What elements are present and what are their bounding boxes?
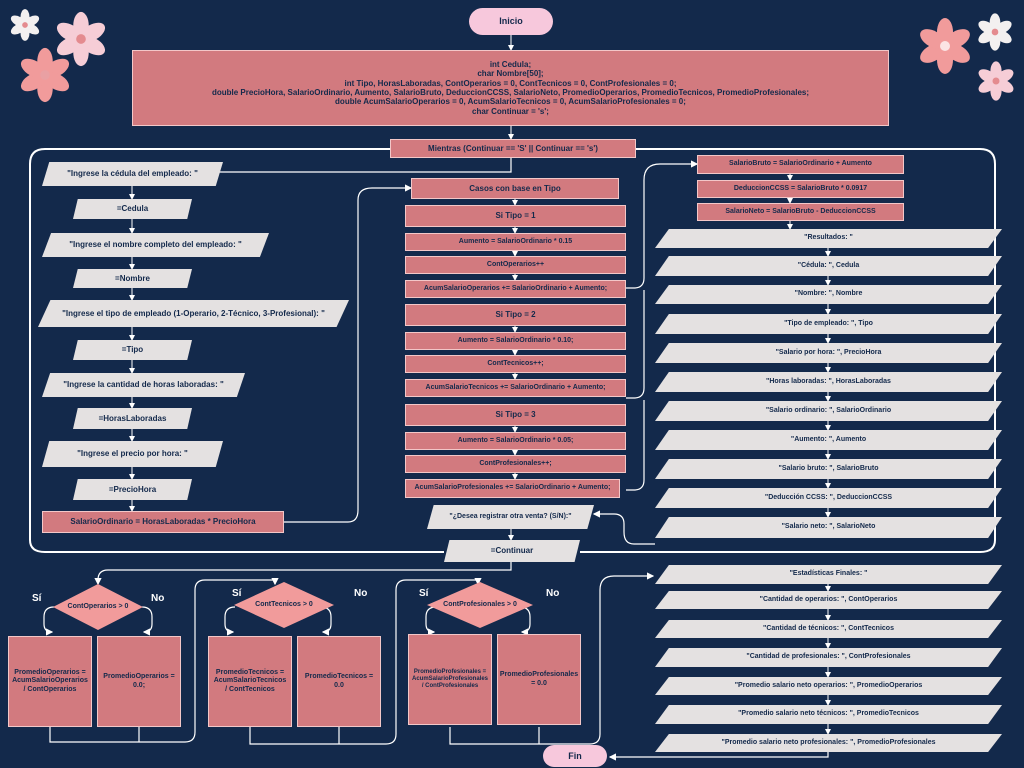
decision-3-no-label: No: [546, 588, 560, 599]
declarations-block: int Cedula; char Nombre[50]; int Tipo, H…: [132, 50, 889, 126]
flower-icon: [10, 9, 40, 41]
salario-neto-process: SalarioNeto = SalarioBruto - DeduccionCC…: [697, 203, 904, 221]
output-tipo: "Tipo de empleado: ", Tipo: [655, 314, 1002, 334]
output-salario-neto: "Salario neto: ", SalarioNeto: [655, 517, 1002, 538]
input-read-precio: =PrecioHora: [73, 479, 192, 500]
input-read-horas: =HorasLaboradas: [73, 408, 192, 429]
case-1-aumento: Aumento = SalarioOrdinario * 0.15: [405, 233, 626, 251]
output-deduccion-ccss: "Deducción CCSS: ", DeduccionCCSS: [655, 488, 1002, 508]
decision-3-no-process: PromedioProfesionales = 0.0: [497, 634, 581, 725]
output-cedula: "Cédula: ", Cedula: [655, 256, 1002, 276]
decision-1-no-process: PromedioOperarios = 0.0;: [97, 636, 181, 727]
output-cantidad-profesionales: "Cantidad de profesionales: ", ContProfe…: [655, 648, 1002, 667]
case-3-contador: ContProfesionales++;: [405, 455, 626, 473]
end-terminal: Fin: [543, 745, 607, 767]
input-prompt-horas: "Ingrese la cantidad de horas laboradas:…: [42, 373, 245, 397]
case-3-acumulador: AcumSalarioProfesionales += SalarioOrdin…: [405, 479, 620, 498]
decision-1-yes-process: PromedioOperarios = AcumSalarioOperarios…: [8, 636, 92, 727]
case-2-aumento: Aumento = SalarioOrdinario * 0.10;: [405, 332, 626, 350]
output-salario-ordinario: "Salario ordinario: ", SalarioOrdinario: [655, 401, 1002, 421]
while-loop-condition: Mientras (Continuar == 'S' || Continuar …: [390, 139, 636, 158]
cases-title: Casos con base en Tipo: [411, 178, 619, 199]
decision-3-yes-label: Sí: [419, 588, 429, 599]
output-nombre: "Nombre: ", Nombre: [655, 285, 1002, 304]
input-read-tipo: =Tipo: [73, 340, 192, 360]
input-prompt-cedula: "Ingrese la cédula del empleado: ": [42, 162, 223, 186]
deduccion-ccss-process: DeduccionCCSS = SalarioBruto * 0.0917: [697, 180, 904, 198]
flower-icon: [920, 18, 970, 74]
output-promedio-operarios: "Promedio salario neto operarios: ", Pro…: [655, 677, 1002, 695]
decision-2-no-process: PromedioTecnicos = 0.0: [297, 636, 381, 727]
flower-icon: [56, 11, 106, 67]
case-tipo-1: Si Tipo = 1: [405, 205, 626, 227]
output-promedio-tecnicos: "Promedio salario neto técnicos: ", Prom…: [655, 705, 1002, 724]
input-read-cedula: =Cedula: [73, 199, 192, 219]
output-precio-hora: "Salario por hora: ", PrecioHora: [655, 343, 1002, 363]
salario-bruto-process: SalarioBruto = SalarioOrdinario + Aument…: [697, 155, 904, 174]
case-tipo-2: Si Tipo = 2: [405, 304, 626, 326]
ask-continue-prompt: "¿Desea registrar otra venta? (S/N):": [427, 505, 594, 529]
decision-1-no-label: No: [151, 593, 165, 604]
flower-icon: [978, 61, 1014, 101]
output-cantidad-tecnicos: "Cantidad de técnicos: ", ContTecnicos: [655, 620, 1002, 638]
flower-icon: [20, 47, 70, 103]
output-resultados: "Resultados: ": [655, 229, 1002, 248]
input-prompt-nombre: "Ingrese el nombre completo del empleado…: [42, 233, 269, 257]
decision-1-yes-label: Sí: [32, 593, 42, 604]
decision-3-yes-process: PromedioProfesionales = AcumSalarioProfe…: [408, 634, 492, 725]
flower-icon: [978, 13, 1012, 51]
output-cantidad-operarios: "Cantidad de operarios: ", ContOperarios: [655, 591, 1002, 609]
salario-ordinario-process: SalarioOrdinario = HorasLaboradas * Prec…: [42, 511, 284, 533]
case-2-acumulador: AcumSalarioTecnicos += SalarioOrdinario …: [405, 379, 626, 397]
case-tipo-3: Si Tipo = 3: [405, 404, 626, 426]
input-read-continuar: =Continuar: [444, 540, 580, 562]
input-prompt-precio: "Ingrese el precio por hora: ": [42, 441, 223, 467]
output-salario-bruto: "Salario bruto: ", SalarioBruto: [655, 459, 1002, 479]
case-1-acumulador: AcumSalarioOperarios += SalarioOrdinario…: [405, 280, 626, 298]
case-1-contador: ContOperarios++: [405, 256, 626, 274]
start-terminal: Inicio: [469, 8, 553, 35]
decision-2-yes-label: Sí: [232, 588, 242, 599]
decision-2-yes-process: PromedioTecnicos = AcumSalarioTecnicos /…: [208, 636, 292, 727]
output-promedio-profesionales: "Promedio salario neto profesionales: ",…: [655, 734, 1002, 752]
input-read-nombre: =Nombre: [73, 269, 192, 288]
output-estadisticas-finales: "Estadísticas Finales: ": [655, 565, 1002, 584]
output-aumento: "Aumento: ", Aumento: [655, 430, 1002, 450]
input-prompt-tipo: "Ingrese el tipo de empleado (1-Operario…: [38, 300, 349, 327]
decision-2-no-label: No: [354, 588, 368, 599]
case-2-contador: ContTecnicos++;: [405, 355, 626, 373]
case-3-aumento: Aumento = SalarioOrdinario * 0.05;: [405, 432, 626, 450]
output-horas: "Horas laboradas: ", HorasLaboradas: [655, 372, 1002, 392]
